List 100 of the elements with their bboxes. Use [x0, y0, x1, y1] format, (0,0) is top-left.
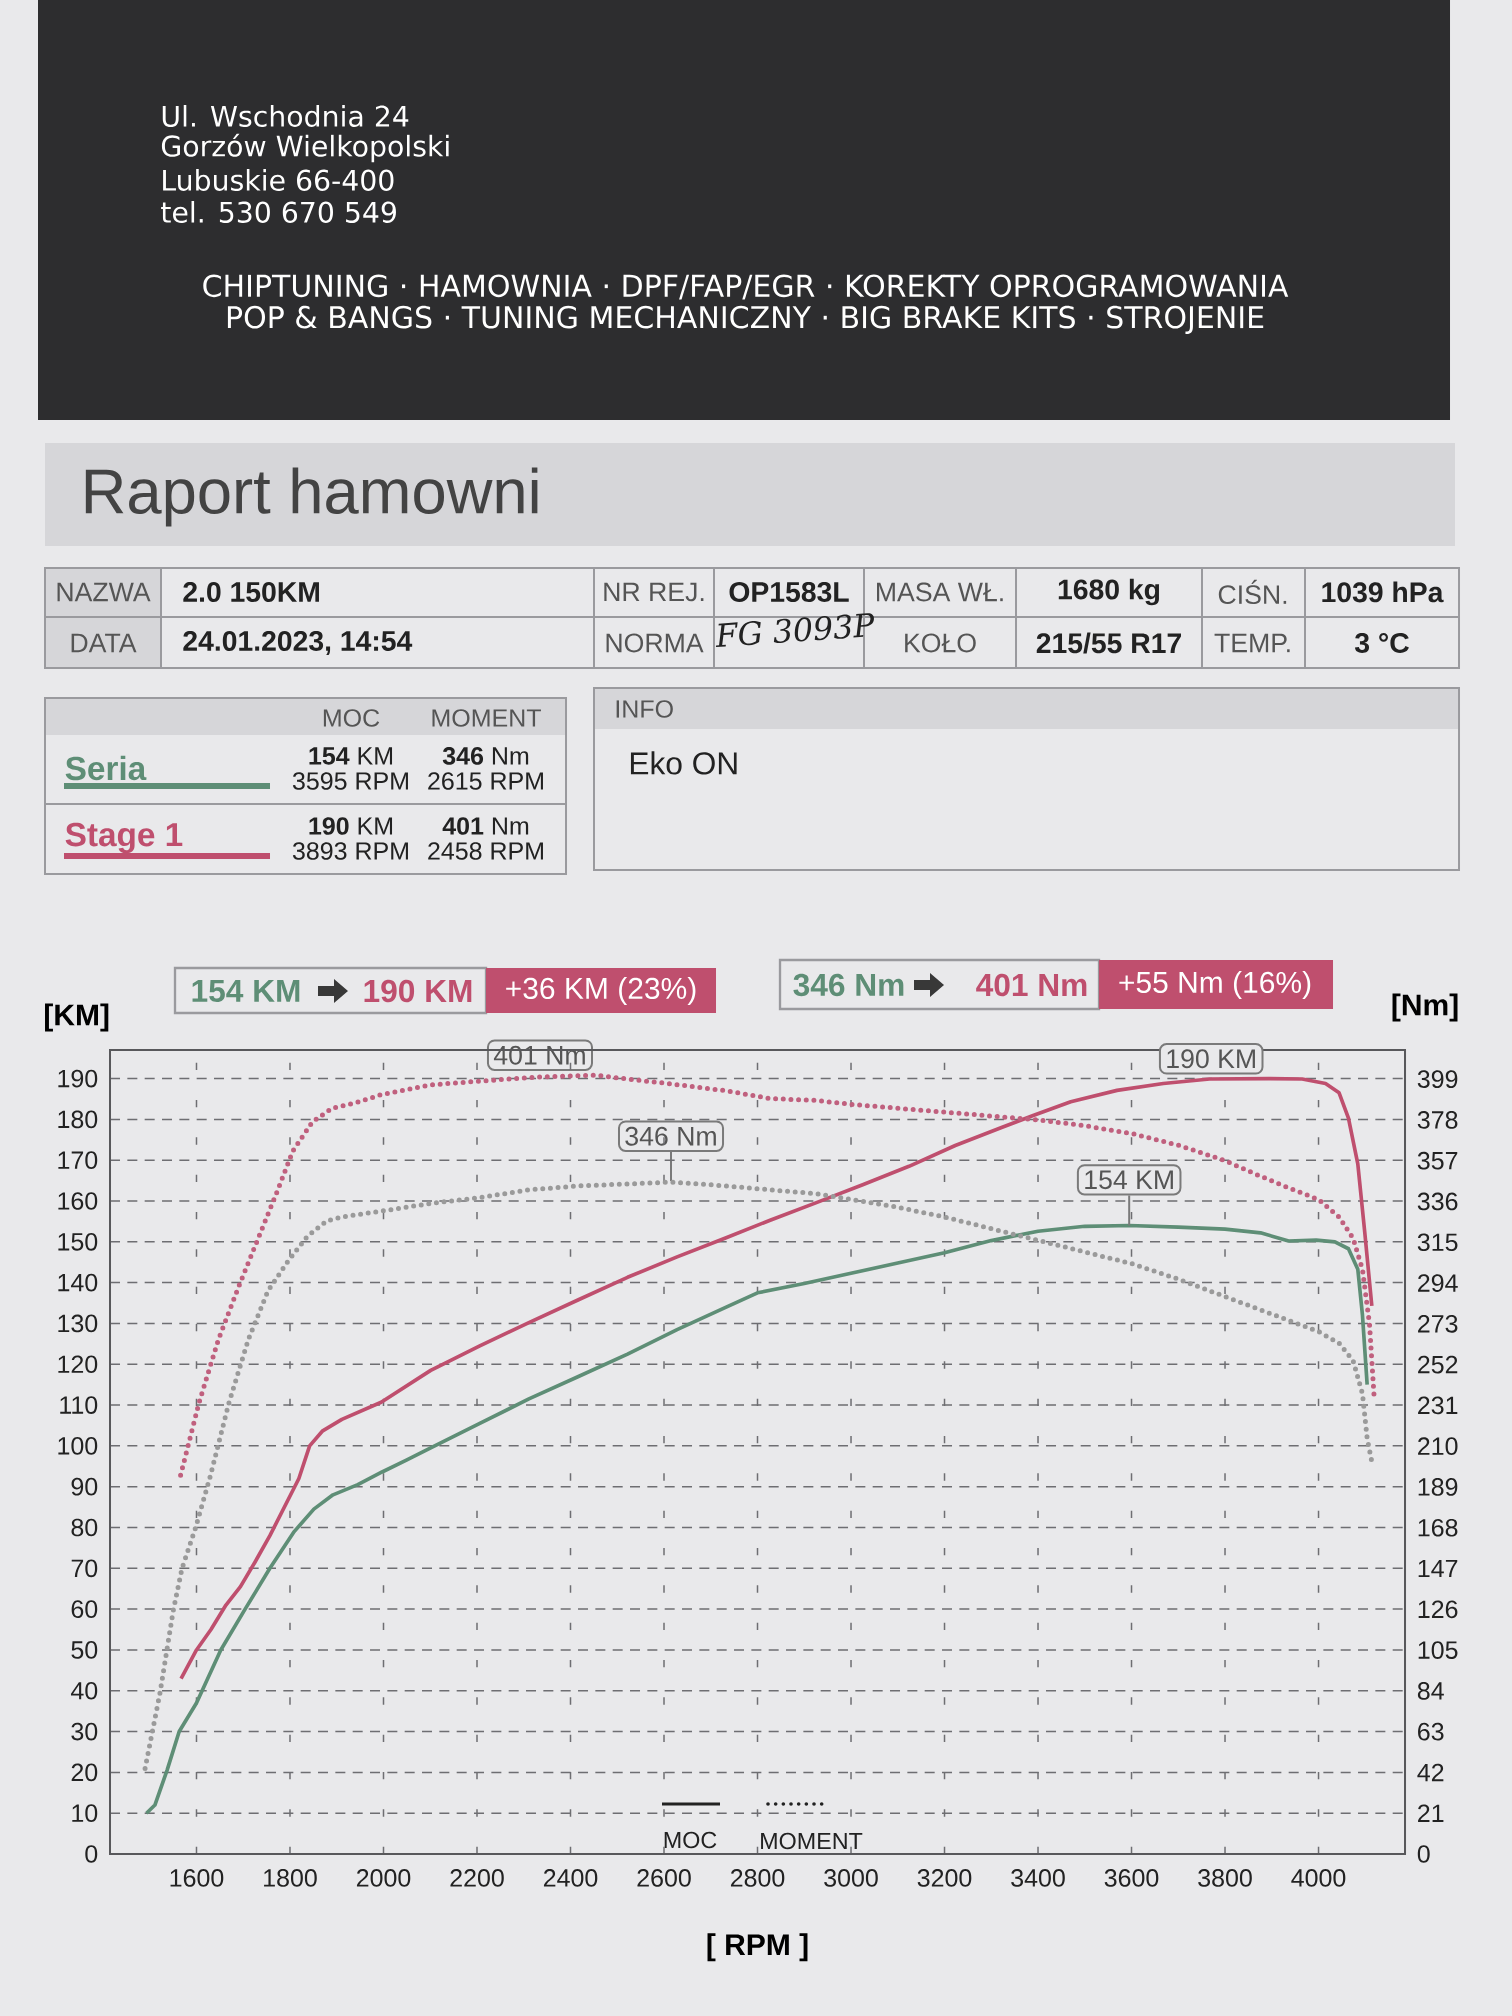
text: NORMA — [606, 633, 704, 653]
text: TEMP. — [1214, 633, 1290, 653]
x-tick-label: 4000 — [1291, 1869, 1346, 1887]
text: Lubuskie 66-400 — [163, 169, 394, 191]
y2-tick-label: 231 — [1418, 1396, 1458, 1415]
text: 1039 hPa — [1322, 581, 1444, 603]
text: 401 Nm — [976, 973, 1087, 997]
text: NR REJ. — [604, 582, 704, 602]
text: 346 Nm — [442, 747, 529, 765]
y2-tick-label: 210 — [1418, 1437, 1458, 1456]
y-tick-label: 170 — [58, 1151, 98, 1170]
y-tick-label: 100 — [58, 1437, 98, 1455]
text: Ul. Wschodnia 24 — [162, 105, 409, 127]
text: 24.01.2023, 14:54 — [183, 630, 413, 656]
text: 2458 RPM — [428, 842, 543, 860]
y2-tick-label: 378 — [1417, 1111, 1458, 1129]
annotation: 190 KM — [1167, 1049, 1255, 1069]
y2-tick-label: 357 — [1417, 1151, 1458, 1170]
x-tick-label: 2400 — [543, 1869, 598, 1887]
x-axis-title: [ RPM ] — [707, 1933, 808, 1962]
y2-tick-label: 336 — [1417, 1192, 1458, 1211]
y-tick-label: 50 — [71, 1641, 98, 1659]
y2-tick-label: 63 — [1418, 1722, 1444, 1741]
y2-tick-label: 294 — [1418, 1274, 1458, 1292]
y-tick-label: 150 — [58, 1232, 98, 1251]
text: FG 3093P — [715, 613, 874, 648]
x-tick-label: 3800 — [1198, 1869, 1252, 1887]
text: 215/55 R17 — [1036, 632, 1181, 654]
text: CHIPTUNING · HAMOWNIA · DPF/FAP/EGR · KOREKTY OPROGRAMOWANIA — [203, 274, 1289, 300]
y-tick-label: 90 — [71, 1477, 98, 1496]
y-axis-title: [KM] — [45, 1003, 109, 1032]
text: POP & BANGS · TUNING MECHANICZNY · BIG BRAKE KITS · STROJENIE — [227, 305, 1264, 335]
text: INFO — [616, 700, 673, 718]
text: MOMENT — [432, 709, 541, 727]
y-tick-label: 0 — [85, 1845, 98, 1863]
chart-title: Raport hamowni — [85, 467, 538, 527]
text: Seria — [65, 755, 147, 781]
text: 190 KM — [364, 979, 472, 1003]
text: tel. 530 670 549 — [161, 201, 396, 223]
annotation: 346 Nm — [625, 1126, 716, 1146]
text: DATA — [71, 633, 137, 653]
text: MOC — [323, 709, 380, 727]
y2-tick-label: 168 — [1418, 1518, 1458, 1537]
text: 3893 RPM — [292, 842, 408, 860]
y2-tick-label: 273 — [1418, 1314, 1458, 1333]
y-tick-label: 60 — [71, 1600, 98, 1618]
x-tick-label: 1800 — [264, 1869, 317, 1887]
text: 401 Nm — [442, 817, 529, 835]
y2-axis-title: [Nm] — [1392, 993, 1458, 1022]
text: MASA WŁ. — [877, 582, 1003, 602]
text: +55 Nm (16%) — [1119, 971, 1311, 999]
text: Gorzów Wielkopolski — [161, 133, 449, 163]
text: KOŁO — [905, 633, 976, 653]
y-tick-label: 190 — [58, 1069, 98, 1088]
y2-tick-label: 105 — [1418, 1641, 1458, 1659]
text: 190 KM — [309, 817, 393, 835]
text: 3595 RPM — [292, 772, 408, 790]
y-tick-label: 80 — [71, 1518, 98, 1537]
y2-tick-label: 42 — [1417, 1763, 1444, 1782]
y-tick-label: 70 — [71, 1559, 98, 1578]
x-tick-label: 2000 — [356, 1869, 411, 1887]
text: 1680 kg — [1058, 578, 1160, 606]
text: 2615 RPM — [428, 772, 543, 790]
y2-tick-label: 126 — [1418, 1600, 1458, 1619]
text: Eko ON — [630, 751, 737, 775]
y-tick-label: 120 — [58, 1355, 98, 1374]
x-tick-label: 3000 — [824, 1869, 878, 1887]
text: OP1583L — [729, 581, 849, 603]
text: Stage 1 — [65, 822, 183, 854]
x-tick-label: 2600 — [637, 1869, 691, 1887]
x-tick-label: 1600 — [170, 1869, 224, 1887]
y2-tick-label: 84 — [1417, 1682, 1444, 1700]
text: 154 KM — [309, 747, 393, 765]
x-tick-label: 3600 — [1104, 1869, 1159, 1887]
text: 3 °C — [1354, 632, 1409, 654]
y-tick-label: 140 — [58, 1273, 98, 1292]
text: 2.0 150KM — [183, 581, 319, 602]
y2-tick-label: 147 — [1418, 1559, 1458, 1578]
x-tick-label: 2200 — [450, 1869, 504, 1887]
text: CIŚN. — [1218, 579, 1287, 605]
y-tick-label: 180 — [58, 1110, 98, 1129]
x-tick-label: 3400 — [1011, 1869, 1065, 1887]
y-tick-label: 20 — [71, 1763, 98, 1782]
text: 154 KM — [192, 979, 300, 1003]
annotation: MOMENT — [761, 1832, 863, 1850]
x-tick-label: 3200 — [917, 1869, 972, 1887]
y-tick-label: 10 — [72, 1804, 98, 1823]
text: 346 Nm — [793, 973, 904, 997]
y2-tick-label: 21 — [1418, 1804, 1444, 1822]
annotation: 154 KM — [1085, 1170, 1173, 1190]
annotation: MOC — [664, 1831, 717, 1849]
y2-tick-label: 189 — [1418, 1478, 1458, 1496]
y-tick-label: 110 — [60, 1396, 98, 1414]
text: +36 KM (23%) — [506, 977, 696, 1005]
y2-tick-label: 399 — [1417, 1070, 1458, 1088]
text: NAZWA — [57, 582, 151, 602]
y-tick-label: 30 — [71, 1722, 98, 1741]
y-tick-label: 40 — [70, 1681, 98, 1700]
y-tick-label: 130 — [58, 1314, 98, 1333]
y2-tick-label: 315 — [1417, 1233, 1458, 1252]
